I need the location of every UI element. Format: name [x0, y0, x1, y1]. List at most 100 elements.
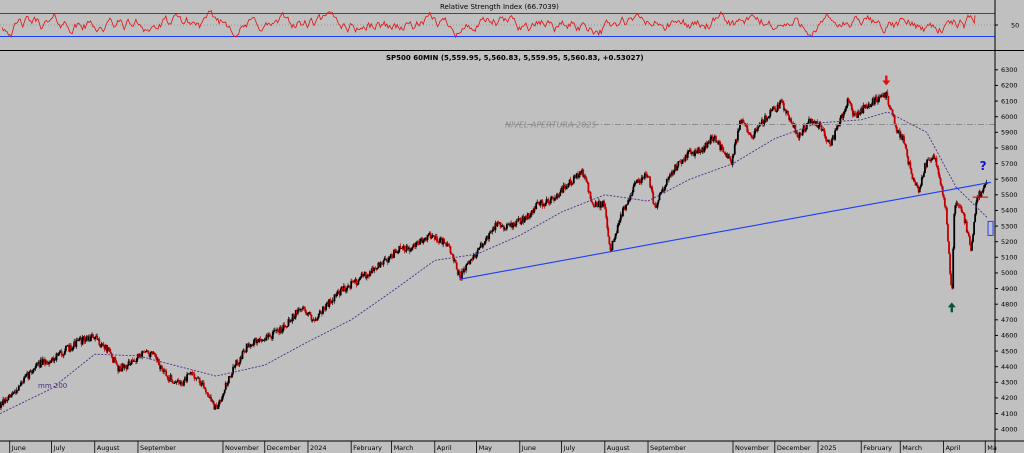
candle-body: [635, 180, 638, 183]
candle-body: [490, 231, 493, 233]
candle-body: [678, 161, 681, 162]
candle-body: [766, 118, 769, 121]
candle-body: [868, 104, 871, 107]
candle-body: [611, 240, 614, 250]
candle-body: [318, 310, 321, 314]
candle-body: [397, 251, 400, 254]
candle-body: [679, 161, 682, 163]
candle-body: [908, 162, 911, 165]
candle-body: [142, 350, 145, 352]
candle-body: [521, 216, 524, 222]
candle-body: [433, 236, 436, 240]
candle-body: [270, 335, 273, 339]
candle-body: [778, 102, 781, 109]
candle-body: [294, 310, 297, 318]
candle-body: [273, 330, 276, 331]
candle-body: [723, 152, 726, 154]
candle-body: [887, 96, 890, 105]
candle-body: [478, 247, 481, 249]
candle-body: [308, 312, 311, 313]
candle-body: [651, 187, 654, 193]
candle-body: [633, 183, 636, 187]
candle-body: [149, 352, 152, 357]
candle-body: [674, 164, 677, 170]
candle-body: [380, 262, 383, 264]
candle-body: [276, 329, 278, 331]
candle-body: [510, 223, 512, 227]
candle-body: [847, 98, 850, 102]
candle-body: [508, 224, 510, 225]
candle-body: [509, 224, 511, 227]
candle-body: [562, 185, 565, 193]
candle-body: [696, 151, 699, 153]
candle-body: [567, 183, 570, 187]
candle-body: [603, 200, 606, 205]
candle-body: [126, 365, 129, 370]
candle-body: [583, 175, 586, 177]
candle-body: [414, 244, 416, 248]
candle-body: [773, 107, 776, 109]
candle-body: [309, 312, 312, 315]
candle-body: [350, 280, 353, 289]
candle-body: [519, 218, 522, 225]
candle-body: [225, 382, 228, 386]
candle-body: [554, 197, 556, 201]
candle-body: [833, 135, 835, 140]
candle-body: [973, 222, 975, 235]
candle-body: [363, 271, 366, 275]
candle-body: [217, 404, 220, 409]
candle-body: [231, 373, 233, 378]
candle-body: [781, 100, 784, 103]
candle-body: [488, 232, 491, 240]
candle-body: [483, 243, 485, 245]
candle-body: [856, 114, 858, 118]
candle-body: [670, 174, 672, 176]
candle-body: [174, 382, 177, 384]
candle-body: [107, 347, 110, 349]
candle-body: [337, 291, 340, 292]
candle-body: [776, 104, 779, 112]
candle-body: [243, 351, 246, 352]
candle-body: [607, 227, 610, 237]
candle-body: [975, 202, 978, 215]
candle-body: [224, 382, 227, 390]
candle-body: [689, 149, 692, 154]
candle-body: [858, 111, 861, 115]
candle-body: [113, 357, 115, 363]
candle-body: [275, 330, 277, 331]
candle-body: [555, 197, 557, 199]
candle-body: [245, 343, 248, 352]
y-tick-label: 5500: [1001, 191, 1018, 199]
candle-body: [211, 400, 214, 402]
candle-body: [292, 313, 295, 319]
candle-body: [106, 347, 109, 352]
candle-body: [398, 245, 401, 252]
x-tick-label: March: [902, 444, 922, 452]
candle-body: [26, 372, 29, 375]
candle-body: [12, 392, 15, 394]
candle-body: [506, 224, 508, 229]
candle-body: [233, 366, 236, 368]
candle-body: [304, 308, 307, 312]
candle-body: [272, 330, 275, 333]
candle-body: [260, 339, 263, 341]
candle-body: [438, 241, 440, 243]
candle-body: [591, 202, 594, 204]
candle-body: [86, 336, 89, 341]
candle-body: [736, 131, 739, 141]
y-tick-label: 5100: [1001, 254, 1018, 262]
candle-body: [710, 136, 713, 138]
candle-body: [110, 353, 113, 358]
candle-body: [417, 241, 419, 244]
candle-body: [223, 389, 226, 394]
candle-body: [870, 104, 873, 107]
candle-body: [614, 233, 617, 239]
candle-body: [191, 372, 194, 374]
candle-body: [152, 352, 155, 355]
rsi-line: [1, 9, 976, 39]
candle-body: [256, 339, 259, 344]
candle-body: [725, 153, 728, 155]
candle-body: [38, 361, 41, 368]
candle-body: [298, 308, 300, 310]
candle-body: [196, 377, 199, 379]
